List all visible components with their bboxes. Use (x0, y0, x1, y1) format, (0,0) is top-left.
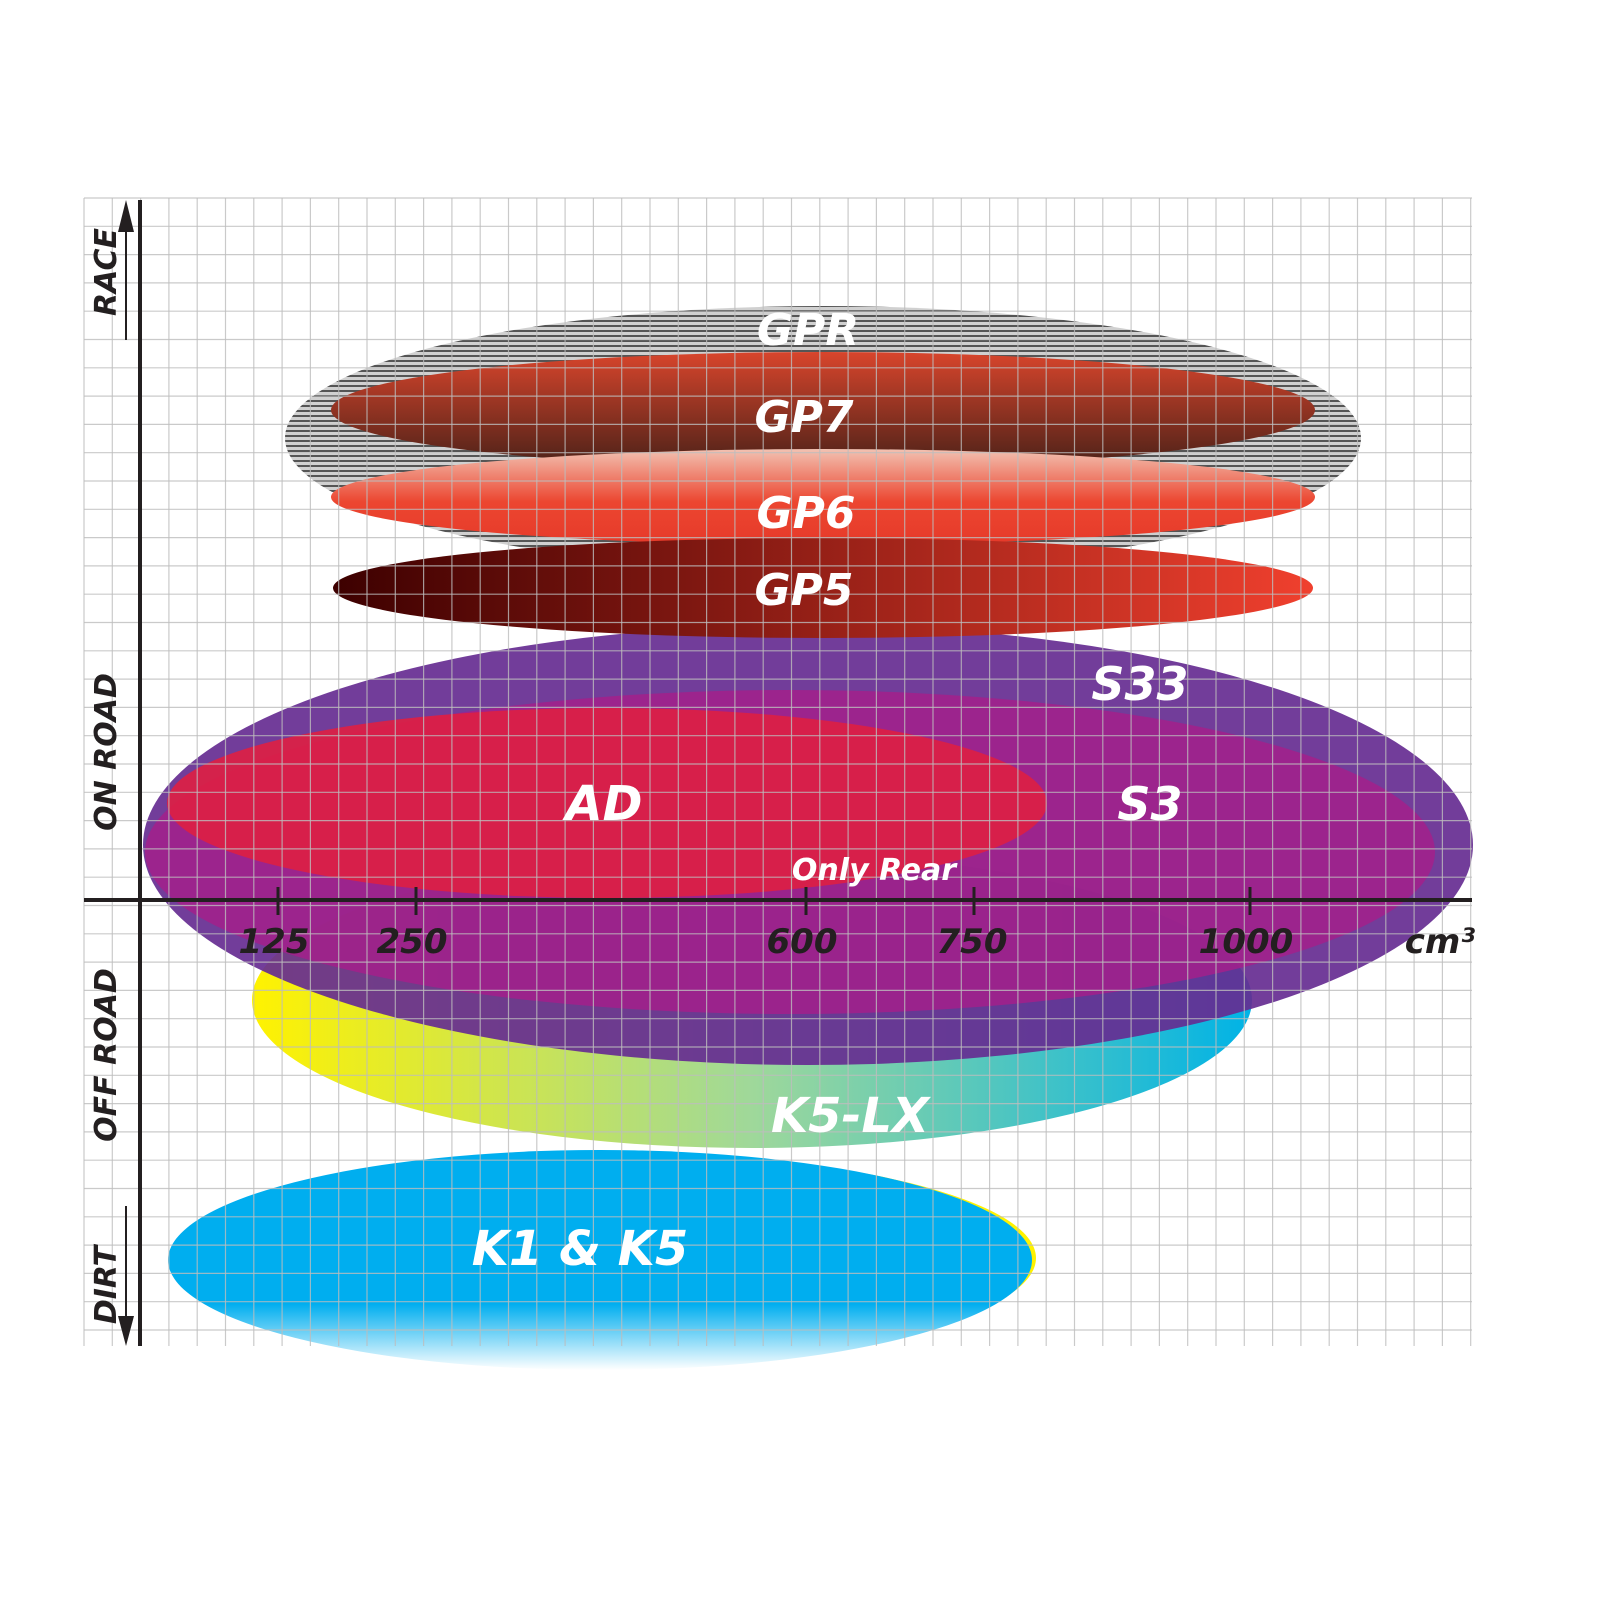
label-gp7: GP7 (755, 392, 854, 443)
tick-label-750: 750 (937, 922, 1008, 962)
y-label-off-road: OFF ROAD (89, 968, 124, 1142)
label-gp6: GP6 (757, 488, 856, 539)
gp7-ellipse (331, 352, 1315, 468)
label-ad: AD (562, 776, 643, 832)
gp5-ellipse (333, 538, 1313, 638)
tick-label-600: 600 (767, 922, 838, 962)
y-label-on-road: ON ROAD (89, 673, 124, 831)
gp6-ellipse (331, 449, 1315, 545)
y-label-dirt: DIRT (89, 1243, 124, 1324)
label-only-rear: Only Rear (792, 853, 958, 888)
label-gp5: GP5 (755, 565, 854, 616)
y-label-race: RACE (89, 228, 124, 316)
up-arrow-icon (118, 200, 134, 340)
label-s3: S3 (1117, 777, 1182, 831)
label-k5lx: K5-LX (771, 1088, 931, 1144)
label-s33: S33 (1091, 657, 1188, 711)
tick-label-125: 125 (239, 922, 310, 962)
down-arrow-icon (118, 1206, 134, 1346)
grid (83, 197, 1472, 1346)
x-unit-label: cm³ (1405, 922, 1476, 962)
ad-ellipse (167, 708, 1047, 898)
k1k5-ellipse (168, 1150, 1032, 1370)
tick-label-250: 250 (377, 922, 448, 962)
tick-label-1000: 1000 (1199, 922, 1294, 962)
label-gpr: GPR (757, 305, 859, 356)
label-k1k5: K1 & K5 (472, 1221, 688, 1277)
